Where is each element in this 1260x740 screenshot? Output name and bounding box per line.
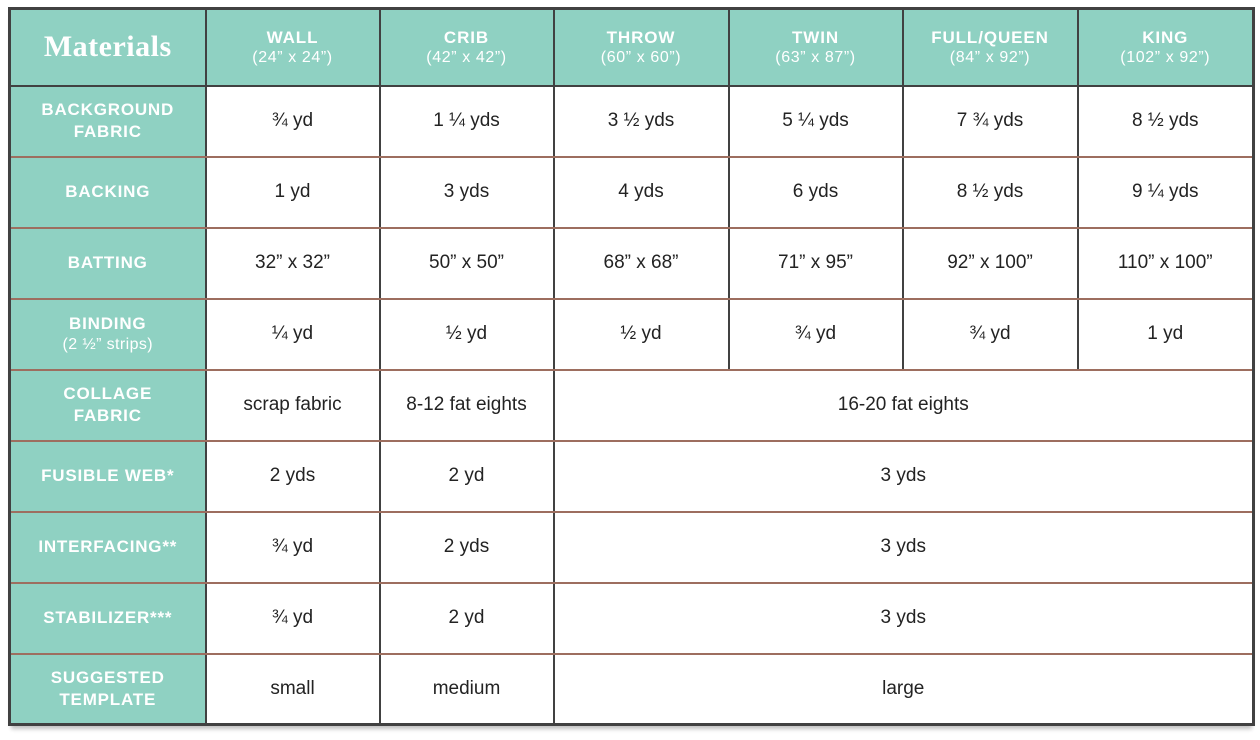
table-row-batting: BATTING 32” x 32” 50” x 50” 68” x 68” 71… bbox=[8, 226, 1255, 300]
data-cell: small bbox=[204, 652, 381, 726]
row-sublabel: (2 ½” strips) bbox=[62, 335, 154, 353]
row-label: SUGGESTED TEMPLATE bbox=[50, 667, 165, 709]
column-name: CRIB bbox=[443, 27, 490, 47]
data-cell: ¼ yd bbox=[204, 297, 381, 371]
table-row-stabilizer: STABILIZER*** ¾ yd 2 yd 3 yds bbox=[8, 581, 1255, 655]
data-cell: ¾ yd bbox=[901, 297, 1079, 371]
data-cell: 3 ½ yds bbox=[552, 84, 730, 158]
row-header-backing: BACKING bbox=[8, 155, 207, 229]
data-cell: 6 yds bbox=[727, 155, 904, 229]
column-size: (102” x 92”) bbox=[1120, 48, 1211, 66]
column-size: (84” x 92”) bbox=[949, 48, 1031, 66]
data-cell: 9 ¼ yds bbox=[1076, 155, 1255, 229]
data-cell: 8 ½ yds bbox=[1076, 84, 1255, 158]
row-header-background-fabric: BACKGROUND FABRIC bbox=[8, 84, 207, 158]
data-cell: ¾ yd bbox=[204, 510, 381, 584]
column-name: THROW bbox=[606, 27, 676, 47]
data-cell: 7 ¾ yds bbox=[901, 84, 1079, 158]
column-name: TWIN bbox=[791, 27, 840, 47]
data-cell: scrap fabric bbox=[204, 368, 381, 442]
column-name: KING bbox=[1142, 27, 1189, 47]
row-label: STABILIZER*** bbox=[43, 607, 173, 627]
data-cell: ¾ yd bbox=[204, 84, 381, 158]
table-row-backing: BACKING 1 yd 3 yds 4 yds 6 yds 8 ½ yds 9… bbox=[8, 155, 1255, 229]
row-header-fusible-web: FUSIBLE WEB* bbox=[8, 439, 207, 513]
data-cell: ½ yd bbox=[378, 297, 555, 371]
column-header-twin: TWIN (63” x 87”) bbox=[727, 7, 904, 87]
row-label: BATTING bbox=[67, 252, 148, 272]
data-cell: 1 yd bbox=[204, 155, 381, 229]
data-cell: 92” x 100” bbox=[901, 226, 1079, 300]
row-header-batting: BATTING bbox=[8, 226, 207, 300]
merged-data-cell: 3 yds bbox=[552, 510, 1255, 584]
data-cell: 3 yds bbox=[378, 155, 555, 229]
data-cell: 4 yds bbox=[552, 155, 730, 229]
header-row: Materials WALL (24” x 24”) CRIB (42” x 4… bbox=[8, 7, 1255, 87]
materials-corner-cell: Materials bbox=[8, 7, 207, 87]
column-header-throw: THROW (60” x 60”) bbox=[552, 7, 730, 87]
data-cell: ¾ yd bbox=[204, 581, 381, 655]
row-label: BACKGROUND FABRIC bbox=[41, 99, 175, 141]
data-cell: 71” x 95” bbox=[727, 226, 904, 300]
row-label: FUSIBLE WEB* bbox=[41, 465, 175, 485]
row-header-suggested-template: SUGGESTED TEMPLATE bbox=[8, 652, 207, 726]
table-body: BACKGROUND FABRIC ¾ yd 1 ¼ yds 3 ½ yds 5… bbox=[8, 84, 1255, 726]
data-cell: 2 yd bbox=[378, 439, 555, 513]
column-name: FULL/QUEEN bbox=[931, 27, 1049, 47]
merged-data-cell: 3 yds bbox=[552, 439, 1255, 513]
table-row-suggested-template: SUGGESTED TEMPLATE small medium large bbox=[8, 652, 1255, 726]
materials-title: Materials bbox=[43, 30, 172, 64]
data-cell: 8 ½ yds bbox=[901, 155, 1079, 229]
data-cell: 110” x 100” bbox=[1076, 226, 1255, 300]
column-header-crib: CRIB (42” x 42”) bbox=[378, 7, 555, 87]
table-row-fusible-web: FUSIBLE WEB* 2 yds 2 yd 3 yds bbox=[8, 439, 1255, 513]
data-cell: 32” x 32” bbox=[204, 226, 381, 300]
column-header-full-queen: FULL/QUEEN (84” x 92”) bbox=[901, 7, 1079, 87]
data-cell: 50” x 50” bbox=[378, 226, 555, 300]
materials-table: Materials WALL (24” x 24”) CRIB (42” x 4… bbox=[8, 7, 1255, 726]
row-label: COLLAGE FABRIC bbox=[63, 383, 153, 425]
table-header: Materials WALL (24” x 24”) CRIB (42” x 4… bbox=[8, 7, 1255, 87]
row-label: BACKING bbox=[65, 181, 151, 201]
data-cell: 2 yds bbox=[378, 510, 555, 584]
column-name: WALL bbox=[266, 27, 319, 47]
data-cell: medium bbox=[378, 652, 555, 726]
data-cell: ½ yd bbox=[552, 297, 730, 371]
table-row-interfacing: INTERFACING** ¾ yd 2 yds 3 yds bbox=[8, 510, 1255, 584]
column-header-king: KING (102” x 92”) bbox=[1076, 7, 1255, 87]
data-cell: 68” x 68” bbox=[552, 226, 730, 300]
row-label: INTERFACING** bbox=[38, 536, 178, 556]
data-cell: 2 yd bbox=[378, 581, 555, 655]
table-row-collage-fabric: COLLAGE FABRIC scrap fabric 8-12 fat eig… bbox=[8, 368, 1255, 442]
merged-data-cell: large bbox=[552, 652, 1255, 726]
table-row-binding: BINDING (2 ½” strips) ¼ yd ½ yd ½ yd ¾ y… bbox=[8, 297, 1255, 371]
row-header-stabilizer: STABILIZER*** bbox=[8, 581, 207, 655]
data-cell: 1 ¼ yds bbox=[378, 84, 555, 158]
data-cell: 1 yd bbox=[1076, 297, 1255, 371]
data-cell: 2 yds bbox=[204, 439, 381, 513]
column-size: (24” x 24”) bbox=[252, 48, 333, 66]
merged-data-cell: 3 yds bbox=[552, 581, 1255, 655]
row-label: BINDING bbox=[69, 313, 147, 333]
column-size: (60” x 60”) bbox=[600, 48, 682, 66]
data-cell: 8-12 fat eights bbox=[378, 368, 555, 442]
column-size: (42” x 42”) bbox=[426, 48, 507, 66]
data-cell: 5 ¼ yds bbox=[727, 84, 904, 158]
row-header-collage-fabric: COLLAGE FABRIC bbox=[8, 368, 207, 442]
data-cell: ¾ yd bbox=[727, 297, 904, 371]
row-header-interfacing: INTERFACING** bbox=[8, 510, 207, 584]
merged-data-cell: 16-20 fat eights bbox=[552, 368, 1255, 442]
column-size: (63” x 87”) bbox=[775, 48, 856, 66]
row-header-binding: BINDING (2 ½” strips) bbox=[8, 297, 207, 371]
column-header-wall: WALL (24” x 24”) bbox=[204, 7, 381, 87]
table-row-background-fabric: BACKGROUND FABRIC ¾ yd 1 ¼ yds 3 ½ yds 5… bbox=[8, 84, 1255, 158]
